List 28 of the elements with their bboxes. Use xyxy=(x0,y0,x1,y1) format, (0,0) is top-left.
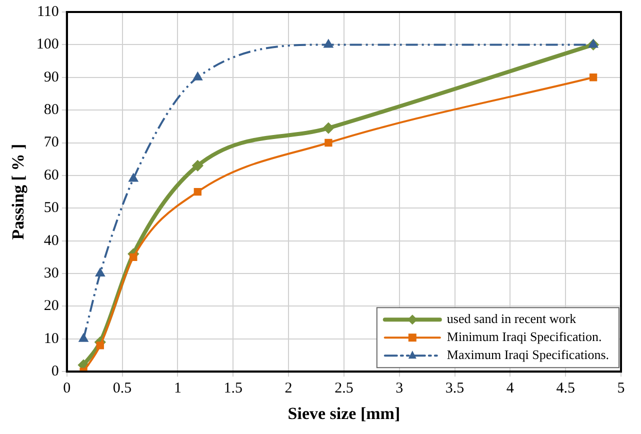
x-tick-label: 5 xyxy=(617,380,625,397)
x-tick-label: 0 xyxy=(63,380,71,397)
y-tick-label: 100 xyxy=(36,36,59,53)
x-tick-label: 4 xyxy=(506,380,514,397)
legend-label: Maximum Iraqi Specifications. xyxy=(446,347,610,362)
y-tick-label: 80 xyxy=(44,102,59,118)
x-tick-label: 2 xyxy=(284,380,292,397)
legend-label: used sand in recent work xyxy=(446,311,577,326)
x-axis-title: Sieve size [mm] xyxy=(288,404,400,424)
x-tick-label: 4.5 xyxy=(556,380,575,397)
x-tick-label: 0.5 xyxy=(112,380,132,397)
y-tick-label: 20 xyxy=(44,298,59,314)
x-tick-label: 3 xyxy=(396,380,404,397)
y-tick-label: 0 xyxy=(51,364,59,380)
x-tick-label: 1.5 xyxy=(224,380,243,397)
y-tick-label: 40 xyxy=(44,232,59,249)
y-tick-label: 30 xyxy=(44,265,59,282)
y-tick-label: 50 xyxy=(44,200,59,216)
y-tick-label: 70 xyxy=(44,134,59,151)
y-tick-label: 110 xyxy=(36,4,59,20)
y-tick-label: 10 xyxy=(44,330,59,347)
legend-label: Minimum Iraqi Specification. xyxy=(446,329,602,344)
y-tick-label: 90 xyxy=(44,69,59,86)
x-tick-label: 1 xyxy=(174,380,182,397)
y-axis-title: Passing [ % ] xyxy=(8,144,28,240)
y-tick-label: 60 xyxy=(44,167,59,184)
x-tick-label: 3.5 xyxy=(445,380,464,397)
x-tick-label: 2.5 xyxy=(334,380,354,397)
